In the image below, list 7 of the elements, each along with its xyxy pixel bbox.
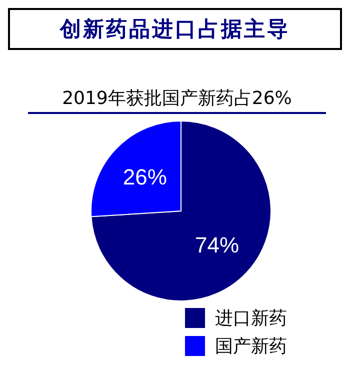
chart-title: 创新药品进口占据主导 (8, 8, 342, 50)
chart-subtitle: 2019年获批国产新药占26% (28, 86, 326, 114)
legend-label: 进口新药 (215, 307, 287, 330)
pie-slice (90, 120, 272, 302)
legend-label: 国产新药 (215, 335, 287, 358)
data-label: 74% (195, 232, 240, 258)
data-label: 26% (122, 164, 167, 190)
